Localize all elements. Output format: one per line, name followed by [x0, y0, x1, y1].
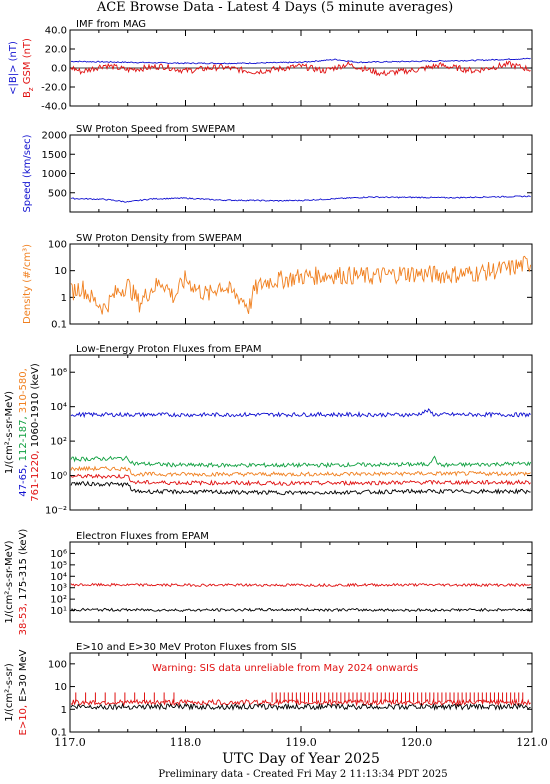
series-line	[70, 408, 531, 419]
y-tick-label: 40.0	[45, 26, 67, 37]
y-tick-label: -20.0	[41, 83, 67, 94]
x-tick-label: 120.0	[401, 736, 433, 749]
y-tick-label: 10⁶	[50, 368, 67, 379]
x-axis-label: UTC Day of Year 2025	[222, 751, 380, 767]
y-tick-label: 100	[48, 659, 67, 670]
y-tick-label: 2000	[42, 131, 67, 142]
energy-label-line1: 47-65, 112-187, 310-580,	[18, 368, 29, 497]
series-line	[70, 195, 531, 203]
y-tick-label: 10⁴	[50, 402, 67, 413]
y-tick-label: 1	[61, 705, 67, 716]
y-tick-label: 10⁶	[50, 549, 67, 560]
y-tick-label: 1500	[42, 150, 67, 161]
y-tick-label: 10¹	[50, 606, 67, 617]
series-line	[70, 57, 531, 65]
panel-title: SW Proton Density from SWEPAM	[76, 233, 242, 244]
y-axis-label-bz: Bz GSM (nT)	[22, 38, 35, 98]
panel-title: IMF from MAG	[76, 19, 146, 30]
x-tick-label: 121.0	[516, 736, 548, 749]
plot-frame	[69, 354, 533, 511]
y-tick-label: 1	[61, 293, 67, 304]
series-line	[70, 455, 532, 469]
panel-6: E>10 and E>30 MeV Proton Fluxes from SIS…	[4, 642, 533, 739]
panel-2: SW Proton Speed from SWEPAM 500 1000 1500 20…	[22, 124, 533, 213]
y-tick-label: 100	[48, 240, 67, 251]
energy-label: 38-53, 175-315 (keV)	[18, 529, 29, 636]
y-tick-label: 10⁻²	[45, 506, 67, 517]
energy-label-line2: 761-1220, 1060-1910 (keV)	[30, 363, 41, 502]
y-tick-label: 10²	[50, 437, 67, 448]
panel-5: Electron Fluxes from EPAM 10¹10²10³10⁴10⁵…	[4, 529, 533, 636]
y-tick-label: 0.1	[51, 728, 67, 739]
series-line	[70, 702, 531, 711]
y-axis-label: 1/(cm²-s-sr-MeV)	[4, 540, 15, 623]
series-line	[70, 60, 531, 77]
panel-title: SW Proton Speed from SWEPAM	[76, 124, 235, 135]
y-axis-label: Density (#/cm³)	[22, 244, 33, 324]
series-line	[70, 480, 531, 496]
series-line	[70, 465, 531, 478]
y-axis-label: <|B|> (nT)	[8, 41, 19, 95]
x-tick-label: 119.0	[285, 736, 317, 749]
y-tick-label: 10⁴	[50, 572, 67, 583]
y-tick-label: 20.0	[45, 45, 67, 56]
y-tick-label: 10³	[50, 583, 67, 594]
series-line	[70, 607, 532, 613]
panel-1: IMF from MAG -40.0 -20.0 0.0 20.0 40.0 <|B|> (…	[8, 19, 533, 113]
y-axis-label: Speed (km/sec)	[22, 134, 33, 212]
page-title: ACE Browse Data - Latest 4 Days (5 minut…	[96, 0, 453, 15]
panel-title: E>10 and E>30 MeV Proton Fluxes from SIS	[76, 642, 297, 653]
x-tick-label: 118.0	[170, 736, 202, 749]
panel-3: SW Proton Density from SWEPAM 0.1 1 10 100 De…	[22, 233, 533, 331]
series-line	[70, 582, 531, 588]
x-tick-label: 117.0	[54, 736, 86, 749]
y-tick-label: 10	[54, 266, 67, 277]
panel-title: Low-Energy Proton Fluxes from EPAM	[76, 344, 262, 355]
y-tick-label: -40.0	[41, 102, 67, 113]
y-tick-label: 0.1	[51, 320, 67, 331]
y-tick-label: 10	[54, 682, 67, 693]
y-tick-label: 500	[48, 188, 67, 199]
panel-4: Low-Energy Proton Fluxes from EPAM 10⁻² 10…	[4, 344, 533, 517]
series-line	[70, 473, 531, 487]
y-tick-label: 10⁰	[50, 471, 67, 482]
series-line	[70, 255, 532, 315]
panel-title: Electron Fluxes from EPAM	[76, 531, 209, 542]
y-tick-label: 10²	[50, 595, 67, 606]
warning-text: Warning: SIS data unreliable from May 20…	[152, 663, 418, 674]
y-tick-label: 10⁵	[50, 560, 67, 571]
y-tick-label: 1000	[42, 169, 67, 180]
energy-label: E>10, E>30 MeV	[18, 649, 29, 735]
y-tick-label: 0.0	[51, 64, 67, 75]
footer-note: Preliminary data - Created Fri May 2 11:…	[158, 769, 447, 780]
y-axis-label: 1/(cm²-s-sr)	[4, 663, 15, 722]
y-axis-label: 1/(cm²-s-sr-MeV)	[4, 391, 15, 474]
